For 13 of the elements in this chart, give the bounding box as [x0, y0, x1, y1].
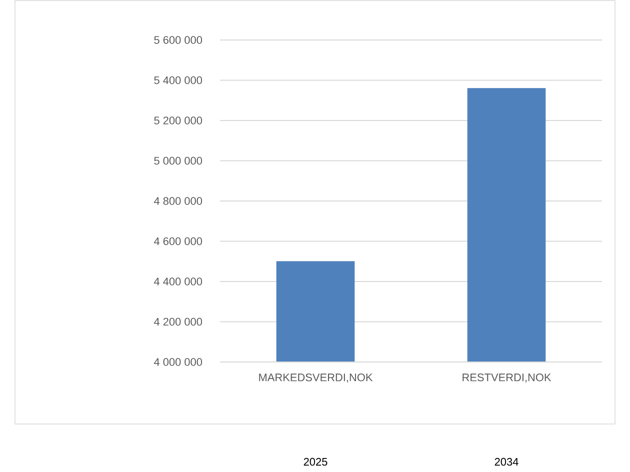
y-tick-label: 5 200 000	[154, 116, 202, 124]
y-tick-label: 4 000 000	[154, 358, 202, 366]
text: 2025	[304, 458, 328, 466]
x-tick-label: MARKEDSVERDI,NOK	[259, 374, 373, 383]
y-tick-label: 5 600 000	[154, 36, 202, 44]
y-tick-label: 4 200 000	[154, 318, 202, 326]
y-tick-label: 5 000 000	[154, 156, 202, 165]
text: 2034	[494, 458, 518, 466]
y-tick-label: 4 800 000	[154, 197, 202, 205]
y-tick-label: 4 400 000	[154, 278, 202, 286]
y-tick-label: 4 600 000	[154, 237, 202, 246]
x-tick-label: RESTVERDI,NOK	[462, 374, 552, 383]
y-tick-label: 5 400 000	[154, 76, 202, 84]
